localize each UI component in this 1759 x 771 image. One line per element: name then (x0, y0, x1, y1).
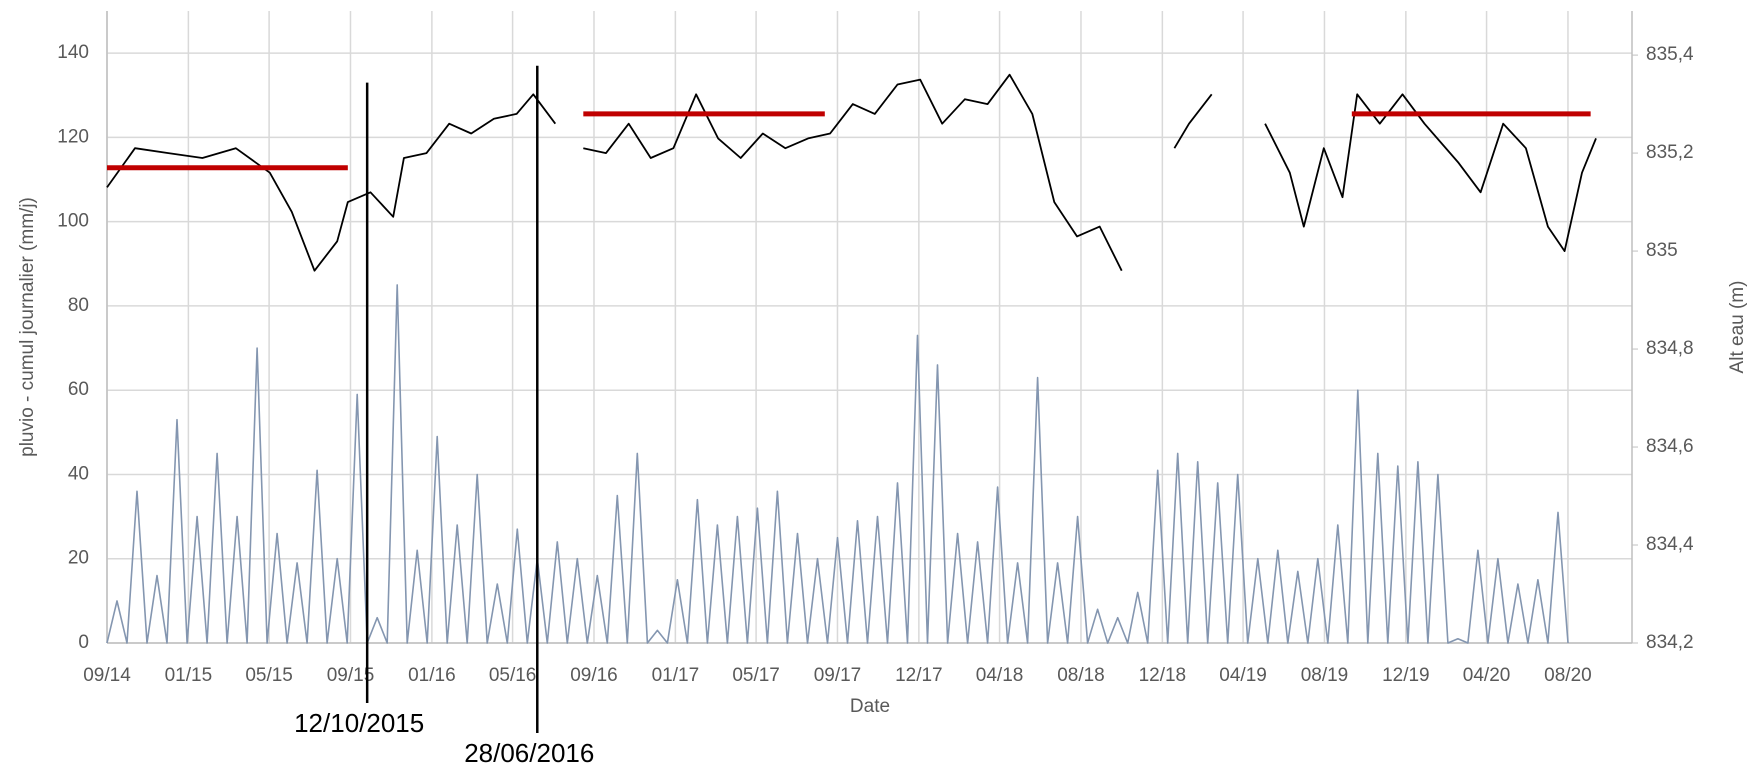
series-line (106, 284, 1569, 644)
annotation-label: 28/06/2016 (464, 738, 594, 768)
x-tick-label: 12/19 (1382, 665, 1430, 686)
x-tick-label: 09/14 (83, 665, 131, 686)
y-tick-label: 20 (68, 548, 89, 569)
y-tick-label: 120 (57, 126, 89, 147)
y2-tick-label: 834,2 (1646, 632, 1694, 653)
x-tick-label: 04/20 (1463, 665, 1511, 686)
y2-tick-label: 835 (1646, 240, 1678, 261)
x-tick-label: 05/16 (489, 665, 537, 686)
x-axis-label: Date (850, 696, 890, 717)
y-tick-label: 100 (57, 211, 89, 232)
x-tick-label: 01/15 (165, 665, 213, 686)
x-tick-label: 08/18 (1057, 665, 1105, 686)
x-tick-label: 01/16 (408, 665, 456, 686)
x-tick-label: 04/18 (976, 665, 1024, 686)
y2-tick-label: 834,4 (1646, 534, 1694, 555)
x-tick-label: 08/19 (1301, 665, 1349, 686)
x-tick-label: 12/17 (895, 665, 943, 686)
y2-axis-label: Alt eau (m) (1727, 281, 1748, 374)
y-axis-label: pluvio - cumul journalier (mm/j) (17, 197, 38, 457)
y-tick-label: 60 (68, 379, 89, 400)
y2-tick-label: 835,4 (1646, 44, 1694, 65)
y-tick-label: 140 (57, 42, 89, 63)
x-tick-label: 09/17 (814, 665, 862, 686)
x-tick-label: 08/20 (1544, 665, 1592, 686)
y-tick-label: 0 (78, 632, 89, 653)
series-line (106, 73, 1597, 272)
y2-tick-label: 835,2 (1646, 142, 1694, 163)
y2-tick-label: 834,8 (1646, 338, 1694, 359)
x-tick-label: 05/17 (732, 665, 780, 686)
x-tick-label: 12/18 (1139, 665, 1187, 686)
x-tick-label: 09/16 (570, 665, 618, 686)
x-tick-label: 04/19 (1219, 665, 1267, 686)
y-tick-label: 40 (68, 463, 89, 484)
x-tick-label: 09/15 (327, 665, 375, 686)
y-tick-label: 80 (68, 295, 89, 316)
x-tick-label: 05/15 (245, 665, 293, 686)
y2-tick-label: 834,6 (1646, 436, 1694, 457)
annotation-label: 12/10/2015 (294, 708, 424, 738)
x-tick-label: 01/17 (652, 665, 700, 686)
